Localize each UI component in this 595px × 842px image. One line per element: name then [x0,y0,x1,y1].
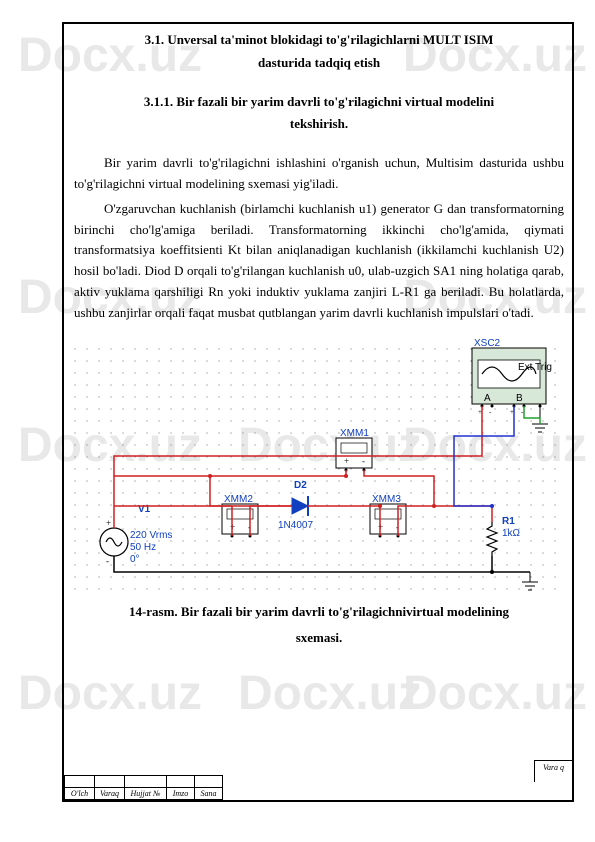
r1-value: 1kΩ [502,528,521,539]
section-heading: 3.1. Unversal ta'minot blokidagi to'g'ri… [74,30,564,51]
v1-phase: 0° [130,554,140,565]
footer-col: Hujjat № [125,788,167,800]
r1-label: R1 [502,516,515,527]
footer-block: O'lch Varaq Hujjat № Imzo Sana Vara q [64,760,572,800]
footer-col: O'lch [65,788,95,800]
diode-part: 1N4007 [278,520,313,531]
figure-caption: sxemasi. [74,628,564,649]
footer-col: Imzo [167,788,195,800]
footer-page-label: Vara q [534,760,572,782]
multimeter-icon: + - XMM1 [336,428,372,472]
svg-text:A: A [484,393,491,404]
footer-table: O'lch Varaq Hujjat № Imzo Sana [64,775,223,800]
oscilloscope-icon: XSC2 Ext Trig A B + - + - [472,338,552,416]
v1-voltage: 220 Vrms [130,530,172,541]
xmm3-label: XMM3 [372,494,401,505]
subsection-heading: 3.1.1. Bir fazali bir yarim davrli to'g'… [74,92,564,113]
svg-text:B: B [516,393,523,404]
v1-freq: 50 Hz [130,542,156,553]
diode-label: D2 [294,480,307,491]
svg-text:-: - [106,556,109,566]
svg-text:-: - [362,456,365,466]
figure-caption: 14-rasm. Bir fazali bir yarim davrli to'… [74,602,564,623]
ext-trig-label: Ext Trig [518,362,552,373]
document-body: 3.1. Unversal ta'minot blokidagi to'g'ri… [74,30,564,649]
circuit-diagram: XSC2 Ext Trig A B + - + - [74,336,564,596]
subsection-heading: tekshirish. [74,114,564,135]
multimeter-icon: + - XMM2 [222,494,258,538]
scope-label: XSC2 [474,338,501,349]
footer-col: Sana [195,788,223,800]
xmm2-label: XMM2 [224,494,253,505]
svg-text:+: + [106,518,111,528]
section-heading: dasturida tadqiq etish [74,53,564,74]
paragraph: Bir yarim davrli to'g'rilagichni ishlash… [74,153,564,195]
svg-text:+: + [344,456,349,466]
paragraph: O'zgaruvchan kuchlanish (birlamchi kuchl… [74,199,564,324]
footer-col: Varaq [95,788,125,800]
multimeter-icon: + - XMM3 [370,494,406,538]
xmm1-label: XMM1 [340,428,369,439]
